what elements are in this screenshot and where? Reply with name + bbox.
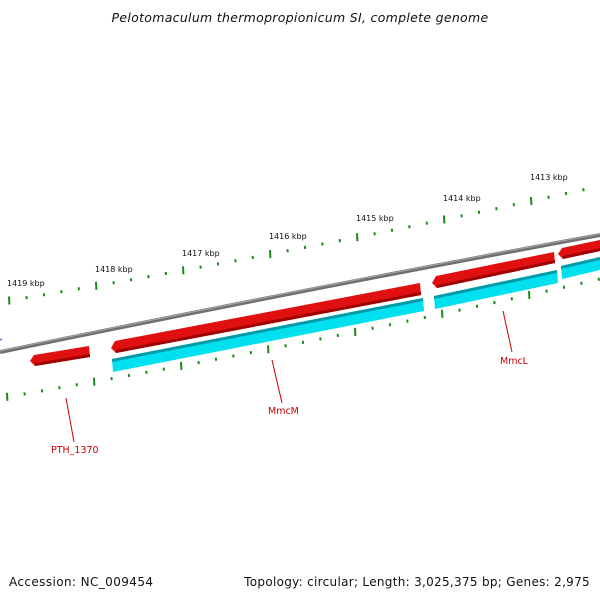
cds-bar-mmcm[interactable] [112, 298, 424, 372]
leader-mmcm [271, 359, 283, 404]
gene-label-mmcm[interactable]: MmcM [268, 406, 299, 417]
gene-arrow-mmcl[interactable] [432, 252, 555, 288]
genome-backbone [0, 233, 600, 354]
gene-arrow-pth-1370[interactable] [30, 346, 90, 366]
scale-label: 1419 kbp [7, 279, 45, 288]
forward-genes [30, 240, 600, 366]
scale-labels: 1419 kbp 1418 kbp 1417 kbp 1416 kbp 1415… [7, 173, 568, 288]
cds-features [112, 257, 600, 372]
gene-arrow-mmcm[interactable] [111, 283, 421, 353]
edge-marker [0, 338, 3, 341]
scale-label: 1418 kbp [95, 265, 133, 274]
cds-bar-next-shade [561, 257, 600, 269]
topology-text: Topology: circular; Length: 3,025,375 bp… [244, 575, 590, 589]
outer-minor-ticks [8, 188, 585, 305]
gene-label-pth-1370[interactable]: PTH_1370 [51, 445, 99, 456]
inner-ticks [6, 277, 600, 401]
accession-text: Accession: NC_009454 [9, 575, 154, 589]
gene-arrow-mmcm-shade [116, 292, 421, 353]
gene-arrow-mmcl-shade [437, 260, 555, 288]
scale-label: 1413 kbp [530, 173, 568, 182]
gene-arrow-next[interactable] [558, 240, 600, 259]
map-title: Pelotomaculum thermopropionicum SI, comp… [111, 10, 489, 25]
scale-label: 1414 kbp [443, 194, 481, 203]
cds-bar-mmcl-shade [434, 270, 557, 299]
scale-label: 1417 kbp [182, 249, 220, 258]
label-leaders [65, 310, 513, 443]
cds-bar-mmcl[interactable] [434, 270, 558, 309]
cds-bar-next[interactable] [561, 257, 600, 279]
cds-bar-mmcm-shade [112, 298, 423, 362]
leader-pth-1370 [65, 397, 75, 443]
scale-label: 1415 kbp [356, 214, 394, 223]
gene-arrow-next-shade [563, 248, 600, 259]
genome-backbone-highlight [0, 233, 600, 352]
gene-label-mmcl[interactable]: MmcL [500, 356, 529, 367]
gene-arrow-pth-1370-shade [35, 354, 90, 366]
scale-label: 1416 kbp [269, 232, 307, 241]
gene-labels: PTH_1370 MmcM MmcL [51, 356, 529, 456]
leader-mmcl [502, 310, 513, 353]
